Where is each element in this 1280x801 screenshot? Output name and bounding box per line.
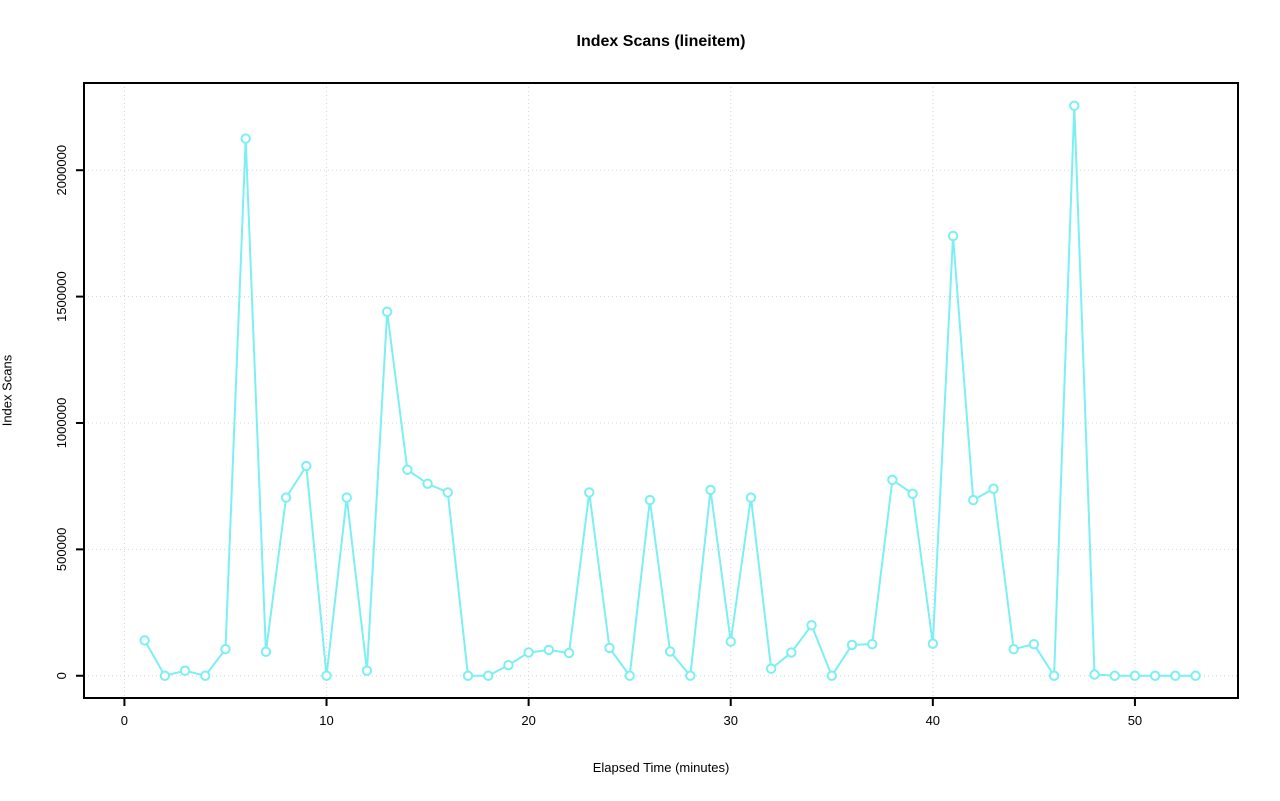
data-point xyxy=(664,646,676,657)
data-point xyxy=(483,670,494,681)
data-point xyxy=(866,638,878,650)
data-point xyxy=(1089,669,1100,680)
y-tick-label: 1500000 xyxy=(54,271,69,322)
data-point xyxy=(685,670,696,681)
data-point xyxy=(826,670,837,681)
data-point xyxy=(1069,100,1080,111)
series-line xyxy=(143,105,1197,679)
data-point xyxy=(644,494,656,506)
data-point xyxy=(624,670,635,681)
data-point xyxy=(806,620,817,631)
data-point xyxy=(341,492,352,503)
data-point xyxy=(1170,670,1181,681)
data-point xyxy=(1190,670,1201,681)
x-axis-label: Elapsed Time (minutes) xyxy=(592,760,730,775)
data-point xyxy=(745,492,757,503)
y-axis-label: Index Scans xyxy=(0,354,15,427)
data-point xyxy=(584,487,595,498)
x-tick-label: 50 xyxy=(1128,713,1142,728)
data-point xyxy=(301,460,312,472)
x-tick-label: 0 xyxy=(121,713,128,728)
data-point xyxy=(260,646,272,657)
data-point xyxy=(907,488,918,499)
data-point xyxy=(321,670,332,681)
data-point xyxy=(280,492,292,503)
data-point xyxy=(705,484,716,496)
data-point xyxy=(988,483,999,494)
data-point xyxy=(1048,670,1060,681)
chart-title: Index Scans (lineitem) xyxy=(576,33,746,50)
data-point xyxy=(1109,670,1120,681)
data-point xyxy=(563,647,575,659)
data-point xyxy=(179,665,191,676)
data-point xyxy=(139,635,150,646)
y-tick-label: 2000000 xyxy=(54,145,69,196)
y-tick-label: 500000 xyxy=(54,528,69,571)
data-point xyxy=(422,478,433,489)
plot-border xyxy=(83,82,1239,699)
y-tick-label: 1000000 xyxy=(54,398,69,449)
data-point xyxy=(786,647,797,658)
data-point xyxy=(543,644,555,656)
data-point xyxy=(503,659,514,671)
data-point xyxy=(887,474,898,486)
data-point xyxy=(200,670,211,681)
data-point xyxy=(402,464,413,475)
data-point xyxy=(1149,670,1161,681)
data-point xyxy=(361,665,373,676)
data-point xyxy=(523,647,534,658)
x-tick-label: 10 xyxy=(319,713,333,728)
data-point xyxy=(240,133,251,144)
data-point xyxy=(1129,670,1141,681)
data-point xyxy=(462,670,474,681)
data-point xyxy=(604,642,615,654)
data-point xyxy=(725,636,736,647)
y-tick-label: 0 xyxy=(54,672,69,679)
data-point xyxy=(1008,644,1019,655)
x-tick-label: 30 xyxy=(723,713,737,728)
x-tick-label: 20 xyxy=(521,713,535,728)
data-point xyxy=(927,638,939,649)
data-point xyxy=(968,494,979,506)
data-point xyxy=(159,670,171,681)
data-point xyxy=(1028,638,1040,650)
data-point xyxy=(442,487,453,498)
x-tick-label: 40 xyxy=(926,713,940,728)
data-point xyxy=(220,644,231,655)
data-point xyxy=(381,306,393,317)
data-point xyxy=(947,230,959,242)
data-point xyxy=(765,663,777,674)
data-point xyxy=(846,639,858,651)
